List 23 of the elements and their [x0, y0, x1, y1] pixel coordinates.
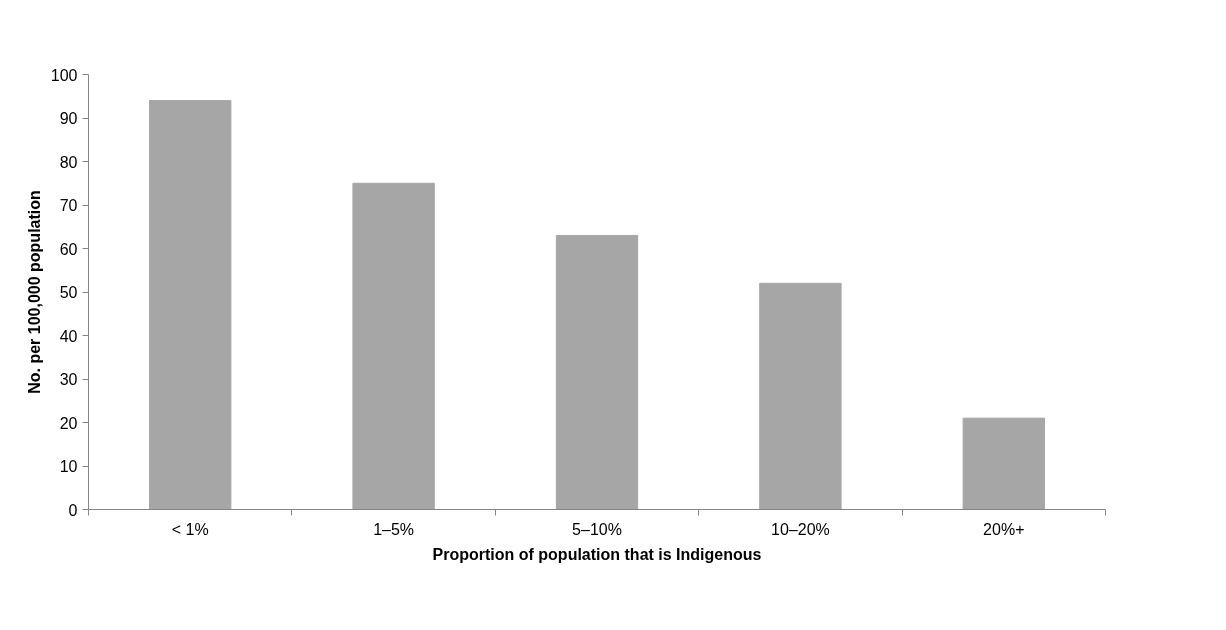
y-tick-label: 60	[59, 240, 78, 258]
x-tick-label: 10–20%	[771, 520, 830, 538]
y-tick-label: 0	[68, 501, 78, 519]
x-tick-label: 1–5%	[373, 520, 415, 538]
x-tick-label: < 1%	[171, 520, 209, 538]
bar	[759, 282, 842, 510]
y-tick-label: 40	[59, 327, 78, 345]
y-tick-label: 70	[59, 197, 78, 214]
x-tick-label: 20%+	[983, 520, 1025, 538]
y-tick-label: 30	[59, 371, 78, 388]
y-tick-label: 10	[59, 458, 78, 475]
y-tick-label: 50	[59, 284, 78, 301]
bar	[149, 100, 232, 510]
y-tick-label: 20	[59, 414, 78, 432]
x-tick-label: 5–10%	[572, 520, 622, 538]
y-tick-label: 90	[59, 110, 78, 127]
y-tick-label: 80	[59, 153, 78, 171]
bar	[555, 234, 639, 510]
bar	[352, 182, 435, 510]
bar	[962, 417, 1045, 510]
x-axis-title: Proportion of population that is Indigenous	[432, 545, 762, 563]
y-tick-label: 100	[50, 66, 78, 84]
y-axis-title: No. per 100,000 population	[25, 190, 43, 394]
